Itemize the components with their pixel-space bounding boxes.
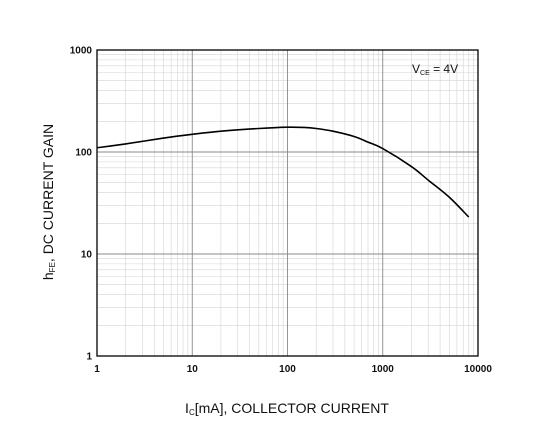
x-tick-label: 1000	[372, 364, 395, 375]
x-axis-title-sub: C	[189, 408, 195, 417]
x-axis-title: IC[mA], COLLECTOR CURRENT	[185, 400, 389, 417]
y-tick-label: 100	[75, 148, 92, 159]
vce-annotation-main: V	[412, 62, 420, 76]
vce-annotation: VCE = 4V	[412, 62, 458, 77]
y-tick-label: 1	[86, 352, 92, 363]
hfe-curve	[96, 126, 470, 218]
plot-frame	[96, 49, 479, 357]
x-tick-label: 10	[187, 364, 199, 375]
vce-annotation-sub: CE	[420, 70, 430, 77]
y-axis-title-sub: FE	[48, 262, 57, 272]
y-axis-title-main: h	[40, 272, 56, 280]
y-tick-label: 10	[81, 250, 93, 261]
y-tick-label: 1000	[70, 46, 93, 57]
x-axis-title-main: I	[185, 400, 189, 416]
y-axis-title: hFE, DC CURRENT GAIN	[40, 124, 57, 280]
x-tick-labels: 1 10 100 1000 10000	[94, 364, 492, 375]
y-axis-title-rest: , DC CURRENT GAIN	[40, 124, 56, 262]
vce-annotation-rest: = 4V	[430, 62, 458, 76]
x-axis-title-rest: [mA], COLLECTOR CURRENT	[195, 400, 390, 416]
y-tick-labels: 1 10 100 1000	[70, 46, 93, 363]
major-grid	[97, 50, 478, 356]
x-tick-label: 100	[279, 364, 296, 375]
x-tick-label: 10000	[464, 364, 492, 375]
x-tick-label: 1	[94, 364, 100, 375]
